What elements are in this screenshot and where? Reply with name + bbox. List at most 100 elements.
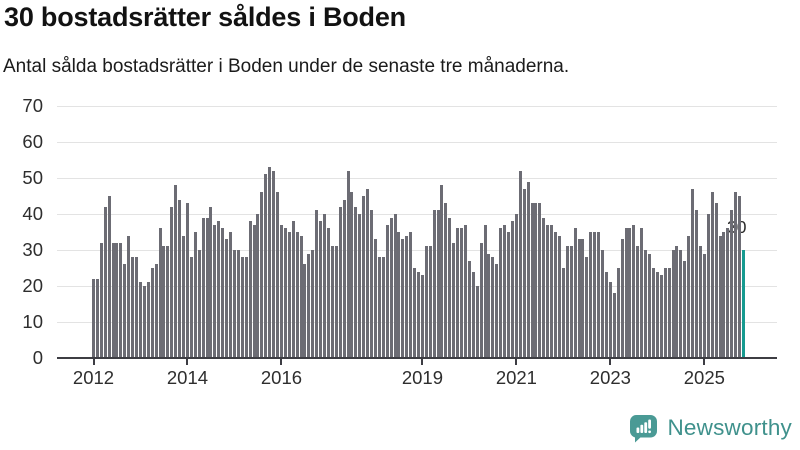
bar [370,210,373,358]
x-axis-label: 2025 [683,367,725,388]
bar [178,199,182,358]
bar [99,242,103,358]
gridline [57,177,777,179]
bar [123,264,127,358]
bar [283,228,287,358]
bar [510,221,514,358]
bar [189,257,193,358]
bar [248,221,252,358]
x-axis-tick [92,359,95,365]
bar [456,228,460,358]
y-axis-label: 60 [22,131,43,152]
bar [518,170,522,358]
bar [444,203,448,358]
bar [534,203,538,358]
x-axis-label: 2019 [401,367,443,388]
bar [397,232,401,358]
bar [393,214,397,358]
x-axis-label: 2021 [495,367,537,388]
bar [315,210,319,358]
bar [303,264,307,358]
bar [287,232,291,358]
bar [463,224,467,358]
gridline [57,105,777,107]
bar [636,246,640,358]
bar [651,268,655,358]
bar [522,188,526,358]
bar [319,221,323,358]
bar [174,185,178,358]
bar [714,203,718,358]
bar [326,228,330,358]
bar [115,242,119,358]
bar [432,210,436,358]
bar [256,214,260,358]
bar [342,199,346,358]
bar [170,206,174,358]
bar [405,235,409,358]
bar [135,257,139,358]
bar [127,235,131,358]
bar [687,235,691,358]
bar [691,188,695,358]
bar [131,257,135,358]
bar [663,268,667,358]
bar [92,278,95,358]
bar [499,228,503,358]
bar [244,257,248,358]
bar [197,250,201,358]
bar [276,192,280,358]
bar [538,203,542,358]
bar [507,232,511,358]
bar [417,271,420,358]
bar [683,260,687,358]
bar [428,246,432,358]
bar [346,170,350,358]
bar [526,181,530,358]
bar [362,196,366,358]
bar [424,246,428,358]
bar [577,239,581,358]
bar [385,224,389,358]
x-axis-tick [609,359,612,365]
bar [557,235,561,358]
bar [471,271,475,358]
chart-title: 30 bostadsrätter såldes i Boden [4,2,406,32]
x-axis-tick [703,359,706,365]
bar [389,217,393,358]
bar [698,246,702,358]
bar [119,242,123,358]
bar [604,271,608,358]
bar [608,282,612,358]
bar [667,268,671,358]
bar [585,257,589,358]
bar [612,293,616,358]
y-axis-label: 0 [32,347,43,368]
bar [334,246,338,358]
bar [311,250,315,358]
bar [675,246,679,358]
bar [154,264,158,358]
bar [475,286,479,358]
bar [358,214,362,358]
bar [377,257,381,358]
bar [268,167,272,358]
bar [671,250,675,358]
bar [229,232,233,358]
brand-name: Newsworthy [667,415,792,440]
bar [495,264,499,358]
bar [589,232,593,358]
bar [103,206,107,358]
y-axis-label: 50 [22,167,43,188]
bar [307,253,311,358]
bar [546,224,550,358]
bar [330,246,334,358]
gridline [57,213,777,215]
bar [225,239,229,358]
bar [299,235,303,358]
x-axis-label: 2016 [260,367,303,388]
bar [252,224,256,358]
bar [483,224,487,358]
bar [217,221,221,358]
